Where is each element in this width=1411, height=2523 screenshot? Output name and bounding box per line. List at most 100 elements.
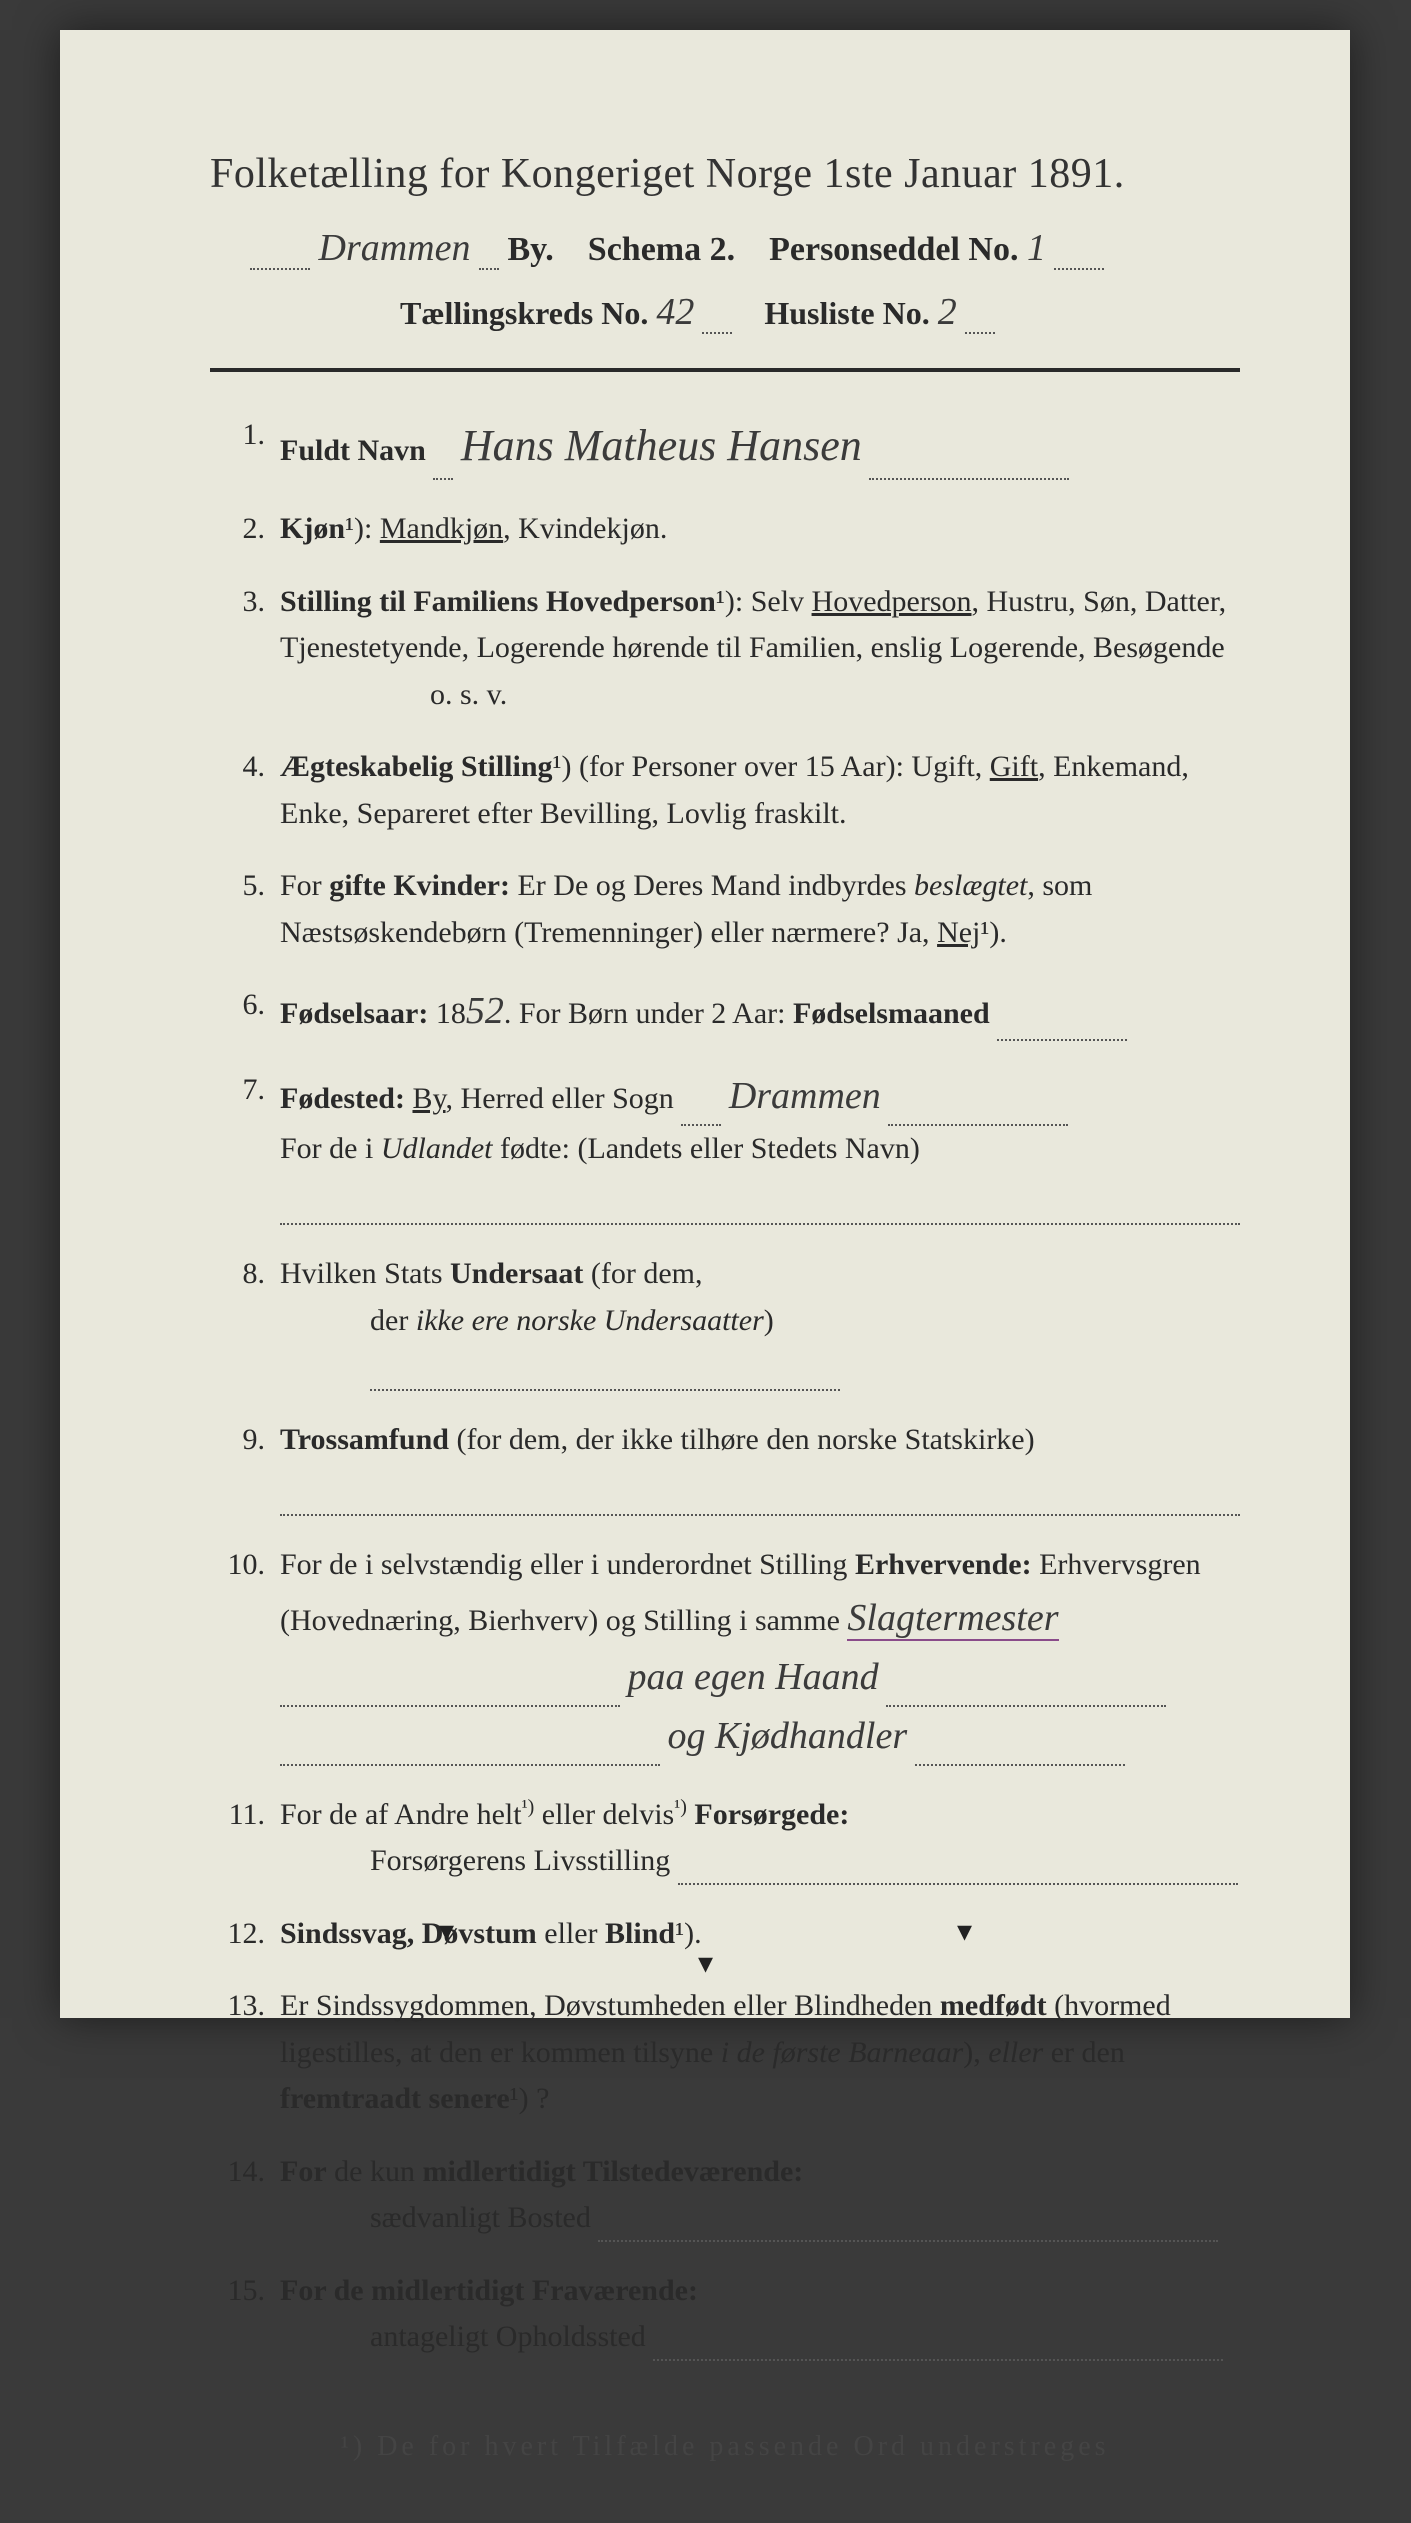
field-label: gifte Kvinder: (329, 869, 510, 902)
dot-leader (997, 1006, 1127, 1041)
kreds-handwritten: 42 (656, 291, 694, 333)
bold-text: For de midlertidigt Fraværende: (280, 2274, 698, 2307)
dot-leader (280, 1481, 1240, 1516)
italic-text: eller (988, 2036, 1043, 2069)
husliste-handwritten: 2 (938, 291, 957, 333)
italic-text: ikke ere norske Undersaatter (416, 1304, 764, 1337)
field-10-occupation: For de i selvstændig eller i underordnet… (210, 1542, 1240, 1765)
selected-option: Gift (990, 750, 1038, 783)
field-text: der (370, 1304, 416, 1337)
bold-text: Forsørgede: (687, 1798, 849, 1831)
form-inner: Folketælling for Kongeriget Norge 1ste J… (60, 30, 1350, 2523)
bold-text: medfødt (940, 1989, 1047, 2022)
footnote-ref: ¹): (716, 585, 743, 618)
dot-leader (479, 231, 499, 270)
field-text: Er De og Deres Mand indbyrdes (517, 869, 914, 902)
dot-leader (702, 297, 732, 334)
field-text: fødte: (Landets eller Stedets Navn) (492, 1132, 919, 1165)
field-line3: og Kjødhandler (280, 1707, 1240, 1766)
field-text: Hvilken Stats (280, 1257, 450, 1290)
dot-leader (886, 1672, 1166, 1707)
field-text: ), (963, 2036, 988, 2069)
italic-text: i de første Barneaar (721, 2036, 963, 2069)
footnote-ref: ¹): (345, 512, 372, 545)
dot-leader (869, 445, 1069, 480)
dot-leader (280, 1190, 1240, 1225)
field-7-birthplace: Fødested: By, Herred eller Sogn Drammen … (210, 1067, 1240, 1225)
year-handwritten: 52 (466, 990, 504, 1032)
field-text: de kun (327, 2155, 423, 2188)
tick-mark-icon: ▾ (439, 1914, 453, 1928)
field-line2: antageligt Opholdssted (280, 2314, 1240, 2361)
dot-leader (250, 231, 310, 270)
field-text: . For Børn under 2 Aar: (504, 997, 793, 1030)
bottom-marks: ▾ ▾ ▾ (60, 1914, 1350, 1978)
field-text: ) (764, 1304, 774, 1337)
field-line2: paa egen Haand (280, 1648, 1240, 1707)
bold-text: fremtraadt senere (280, 2082, 510, 2115)
fields-list: Fuldt Navn Hans Matheus Hansen Kjøn¹): M… (210, 412, 1240, 2361)
field-4-marital: Ægteskabelig Stilling¹) (for Personer ov… (210, 744, 1240, 837)
field-line2: Forsørgerens Livsstilling (280, 1838, 1240, 1885)
dot-leader (653, 2326, 1223, 2361)
dot-leader (280, 1672, 620, 1707)
field-label: Fødselsaar: (280, 997, 428, 1030)
italic-text: Udlandet (381, 1132, 493, 1165)
field-text: (for dem, (583, 1257, 702, 1290)
field-5-married-women: For gifte Kvinder: Er De og Deres Mand i… (210, 863, 1240, 956)
selected-option: Nej (937, 916, 980, 949)
option-text: (for Personer over 15 Aar): Ugift, (572, 750, 990, 783)
italic-text: beslægtet (914, 869, 1027, 902)
footnote-ref: ¹). (980, 916, 1006, 949)
field-line2: For de i Udlandet fødte: (Landets eller … (280, 1126, 1240, 1173)
dot-leader (965, 297, 995, 334)
year-prefix: 18 (436, 997, 466, 1030)
by-label: By. (507, 231, 553, 268)
field-text: For de i (280, 1132, 381, 1165)
husliste-label: Husliste No. (764, 295, 929, 331)
footnote-text: ¹) De for hvert Tilfælde passende Ord un… (210, 2431, 1240, 2463)
bold-text: For (280, 2155, 327, 2188)
field-text: sædvanligt Bosted (370, 2201, 591, 2234)
form-title: Folketælling for Kongeriget Norge 1ste J… (210, 150, 1240, 198)
footnote-ref: ¹) ? (510, 2082, 550, 2115)
census-form-page: Folketælling for Kongeriget Norge 1ste J… (60, 30, 1350, 2018)
field-label: Kjøn (280, 512, 345, 545)
dot-leader (888, 1091, 1068, 1126)
field-label: Ægteskabelig Stilling (280, 750, 553, 783)
field-text: Er Sindssygdommen, Døvstumheden eller Bl… (280, 1989, 940, 2022)
field-14-temp-present: For de kun midlertidigt Tilstedeværende:… (210, 2149, 1240, 2242)
field-9-religion: Trossamfund (for dem, der ikke tilhøre d… (210, 1417, 1240, 1517)
birthplace-handwritten: Drammen (729, 1075, 881, 1117)
bold-text: Erhvervende: (855, 1548, 1032, 1581)
subheading-line-1: Drammen By. Schema 2. Personseddel No. 1 (250, 226, 1240, 270)
field-text: eller delvis (534, 1798, 674, 1831)
field-text: For de af Andre helt (280, 1798, 522, 1831)
field-label: Fuldt Navn (280, 434, 426, 467)
occupation-handwritten-2: paa egen Haand (628, 1656, 879, 1698)
divider-rule (210, 368, 1240, 372)
field-13-disability-when: Er Sindssygdommen, Døvstumheden eller Bl… (210, 1983, 1240, 2123)
selected-option: Hovedperson (812, 585, 972, 618)
field-8-citizenship: Hvilken Stats Undersaat (for dem, der ik… (210, 1251, 1240, 1391)
subheading-line-2: Tællingskreds No. 42 Husliste No. 2 (400, 290, 1240, 334)
selected-option: By (412, 1082, 445, 1115)
field-text: (for dem, der ikke tilhøre den norske St… (449, 1423, 1035, 1456)
footnote-ref: ¹) (674, 1796, 687, 1818)
person-no-handwritten: 1 (1027, 227, 1046, 269)
footnote-ref: ¹) (553, 750, 572, 783)
bold-text: Undersaat (450, 1257, 583, 1290)
field-text: antageligt Opholdssted (370, 2320, 646, 2353)
field-text: Forsørgerens Livsstilling (370, 1844, 670, 1877)
footnote-ref: ¹) (522, 1796, 535, 1818)
dot-leader (370, 1356, 840, 1391)
field-1-name: Fuldt Navn Hans Matheus Hansen (210, 412, 1240, 480)
dot-leader (433, 445, 453, 480)
field-11-supported: For de af Andre helt¹) eller delvis¹) Fo… (210, 1792, 1240, 1885)
dot-leader (598, 2207, 1218, 2242)
field-text: For de i selvstændig eller i underordnet… (280, 1548, 855, 1581)
field-label: Trossamfund (280, 1423, 449, 1456)
dot-leader (681, 1091, 721, 1126)
field-text: For (280, 869, 329, 902)
selected-option: Mandkjøn (380, 512, 503, 545)
